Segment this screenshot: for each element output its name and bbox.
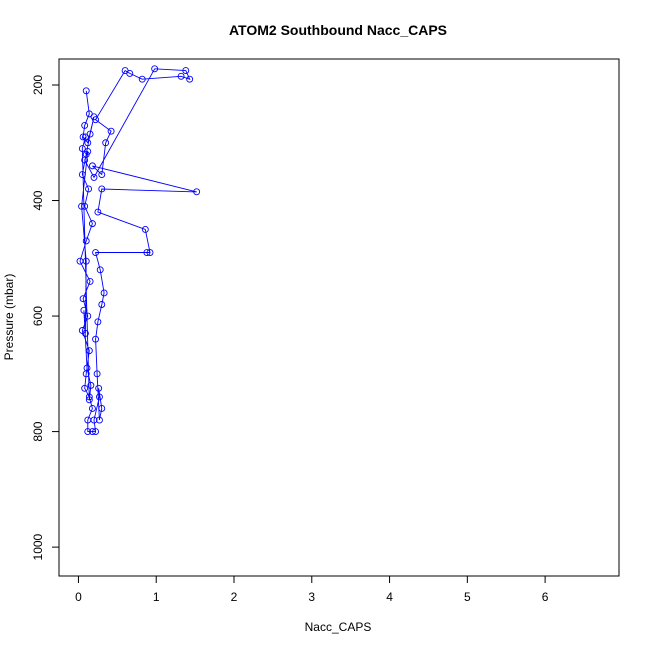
data-point (93, 370, 101, 378)
data-point (107, 127, 115, 135)
data-point (146, 249, 154, 256)
data-point (87, 381, 95, 389)
data-point (92, 116, 100, 124)
data-point (94, 208, 102, 216)
data-point (81, 329, 89, 337)
data-point (88, 428, 96, 436)
data-point (85, 393, 93, 401)
data-point (81, 156, 89, 164)
data-point (98, 301, 106, 308)
data-point (100, 289, 108, 297)
series-line (79, 68, 197, 433)
chart-title: ATOM2 Southbound Nacc_CAPS (229, 22, 447, 38)
data-point (90, 416, 98, 424)
y-tick-label: 1000 (31, 533, 45, 560)
data-point (79, 295, 87, 303)
data-point (81, 121, 89, 129)
y-axis-label: Pressure (mbar) (2, 274, 16, 361)
data-point (78, 202, 86, 210)
data-point (92, 249, 100, 256)
data-point (85, 347, 93, 355)
data-point (78, 171, 86, 178)
data-point (177, 72, 185, 80)
x-tick-label: 2 (231, 590, 238, 604)
data-point (141, 225, 149, 233)
plot-area (76, 65, 201, 436)
data-point (88, 162, 96, 170)
data-point (85, 396, 93, 404)
data-point (95, 384, 103, 392)
x-axis: 0 1 2 3 4 5 6 (75, 575, 549, 604)
data-point (88, 405, 96, 412)
x-tick-label: 4 (386, 590, 393, 604)
y-tick-label: 800 (31, 421, 45, 441)
data-point (81, 202, 89, 210)
data-point (193, 188, 201, 196)
data-point (82, 237, 90, 245)
y-tick-label: 400 (31, 190, 45, 210)
y-tick-label: 200 (31, 75, 45, 95)
data-point (92, 428, 100, 436)
data-point (95, 393, 103, 401)
y-tick-label: 600 (31, 306, 45, 326)
data-point (80, 306, 88, 314)
data-point (86, 277, 94, 285)
data-point (82, 87, 90, 95)
plot-clip-group (76, 65, 201, 436)
data-point (90, 173, 98, 181)
data-point (84, 139, 92, 147)
data-point (92, 335, 100, 343)
y-axis: 200 400 600 800 1000 (31, 75, 60, 560)
x-axis-label: Nacc_CAPS (305, 620, 372, 634)
data-point (84, 312, 92, 320)
data-point (96, 266, 104, 274)
data-point (84, 147, 92, 155)
data-point (82, 257, 90, 265)
data-point (81, 384, 89, 392)
data-point (88, 220, 96, 228)
data-point (98, 405, 106, 412)
x-tick-label: 5 (464, 590, 471, 604)
data-point (95, 416, 103, 424)
x-tick-label: 1 (153, 590, 160, 604)
x-tick-label: 3 (308, 590, 315, 604)
data-point (98, 171, 106, 178)
data-point (102, 139, 110, 147)
data-point (78, 145, 86, 152)
data-point (151, 65, 159, 73)
data-point (138, 75, 146, 83)
data-point (186, 75, 194, 83)
data-point (85, 185, 93, 193)
data-point (126, 69, 134, 77)
x-tick-label: 6 (542, 590, 549, 604)
data-point (143, 249, 151, 256)
data-point (84, 428, 92, 436)
data-point (81, 133, 89, 141)
data-point (79, 133, 87, 141)
data-point (83, 364, 91, 372)
data-point (94, 318, 102, 326)
data-point (98, 185, 106, 193)
data-point (182, 67, 190, 75)
x-tick-label: 0 (75, 590, 82, 604)
